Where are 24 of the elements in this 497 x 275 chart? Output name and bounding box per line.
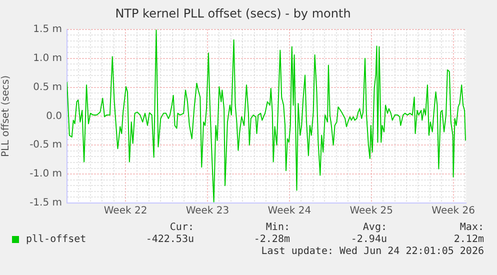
text: -2.28m <box>254 234 290 245</box>
text: -2.94u <box>350 234 387 245</box>
y-tick-label: -1.5 m <box>30 198 62 209</box>
text: Cur: <box>170 222 194 233</box>
y-tick-label: 1.0 m <box>33 52 62 64</box>
x-tick-label: Week 23 <box>186 206 230 217</box>
text: Last update: Wed Jun 24 22:01:05 2026 <box>261 246 484 257</box>
chart-title: NTP kernel PLL offset (secs) - by month <box>115 6 351 20</box>
y-tick-label: 0.5 m <box>33 82 62 93</box>
text: Max: <box>460 222 484 233</box>
y-axis-title: PLL offset (secs) <box>0 75 12 158</box>
x-tick-label: Week 24 <box>268 206 312 217</box>
text: 2.12m <box>454 234 484 245</box>
y-tick-label: -1.0 m <box>30 168 62 180</box>
text: -422.53u <box>146 234 194 245</box>
x-tick-label: Week 26 <box>432 206 475 217</box>
y-tick-label: 0.0 <box>46 110 62 122</box>
x-tick-label: Week 22 <box>104 206 148 217</box>
y-tick-label: 1.5 m <box>33 24 62 35</box>
text: Min: <box>266 222 290 233</box>
x-tick-label: Week 25 <box>350 206 394 217</box>
y-tick-label: -0.5 m <box>30 140 62 151</box>
text: Avg: <box>362 222 387 233</box>
legend-label: pll-offset <box>26 234 86 245</box>
